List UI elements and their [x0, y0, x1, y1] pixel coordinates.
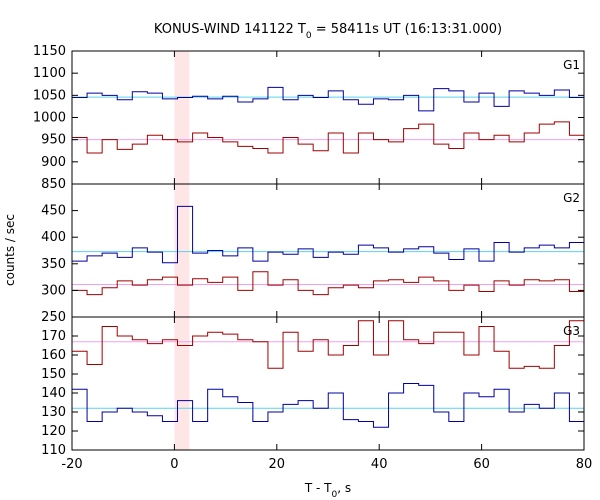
panel-label-G2: G2 [563, 191, 580, 205]
y-axis-label: counts / sec [3, 214, 17, 286]
y-tick-label: 900 [41, 155, 66, 170]
chart-title: KONUS-WIND 141122 T0 = 58411s UT (16:13:… [154, 22, 502, 41]
highlight-interval [174, 51, 190, 450]
y-tick-label: 1150 [33, 44, 66, 59]
x-axis-label: T - T0, s [304, 481, 351, 500]
x-tick-label: -20 [61, 457, 82, 472]
panel-frame-G2 [71, 183, 585, 318]
y-tick-label: 150 [41, 367, 66, 382]
series-G1-0 [72, 86, 584, 112]
y-tick-label: 300 [41, 283, 66, 298]
y-tick-label: 120 [41, 424, 66, 439]
x-tick-label: 80 [576, 457, 593, 472]
x-tick-label: 60 [473, 457, 490, 472]
y-tick-label: 1100 [33, 66, 66, 81]
y-tick-label: 850 [41, 177, 66, 192]
y-tick-label: 170 [41, 329, 66, 344]
y-tick-label: 950 [41, 133, 66, 148]
y-tick-label: 1050 [33, 88, 66, 103]
panel-label-G1: G1 [563, 58, 580, 72]
y-tick-label: 1000 [33, 111, 66, 126]
panel-frame-G1 [71, 50, 585, 185]
x-tick-label: 0 [170, 457, 178, 472]
series-G3-0 [72, 320, 584, 369]
y-tick-label: 350 [41, 257, 66, 272]
series-G2-1 [72, 271, 584, 296]
panel-label-G3: G3 [563, 324, 580, 338]
series-G3-1 [72, 383, 584, 428]
y-tick-label: 130 [41, 405, 66, 420]
y-tick-label: 140 [41, 386, 66, 401]
y-tick-label: 160 [41, 348, 66, 363]
y-tick-label: 110 [41, 443, 66, 458]
series-G2-0 [72, 205, 584, 264]
y-tick-label: 250 [41, 310, 66, 325]
series-G1-1 [72, 121, 584, 154]
y-tick-label: 450 [41, 204, 66, 219]
y-tick-label: 400 [41, 230, 66, 245]
plot-area: 8509009501000105011001150G12503003504004… [33, 44, 592, 472]
x-tick-label: 20 [269, 457, 286, 472]
panel-frame-G3 [71, 316, 585, 451]
x-tick-label: 40 [371, 457, 388, 472]
